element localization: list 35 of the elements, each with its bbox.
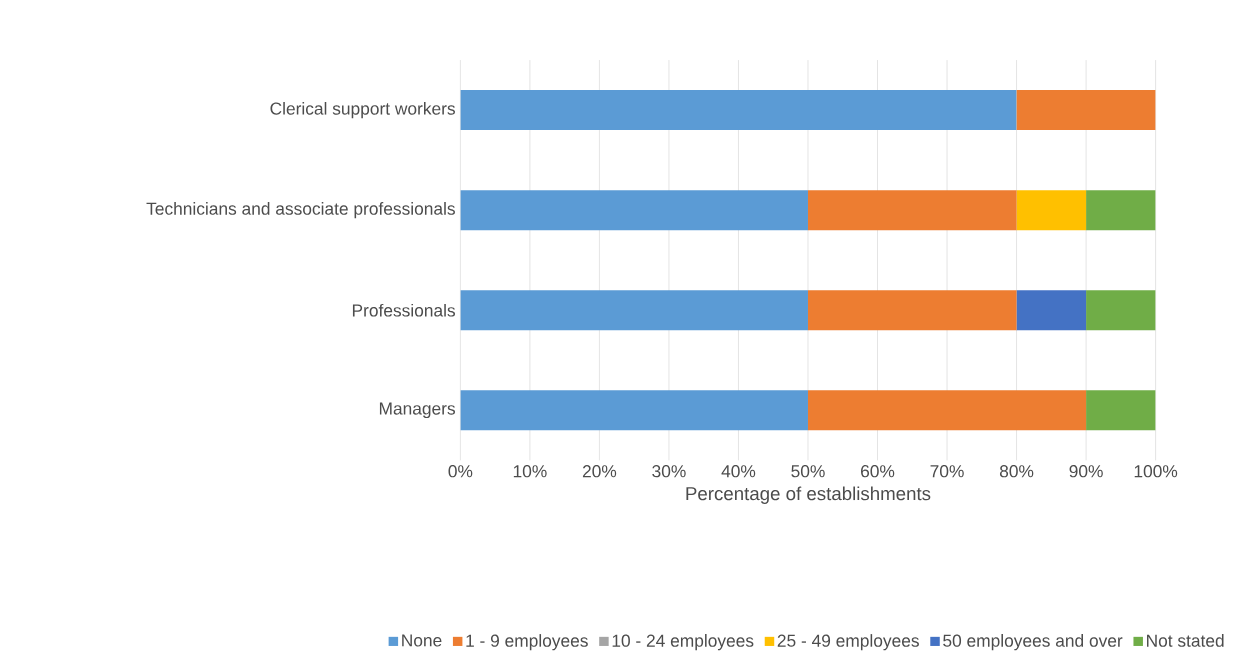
y-tick-label: Clerical support workers [270,102,455,119]
bar [1086,190,1156,231]
bar [807,190,1017,231]
x-tick-label: 10% [513,465,547,478]
legend-label: 1 - 9 employees [466,634,588,651]
x-tick-label: 20% [582,465,617,478]
bar [1086,290,1156,331]
legend-label: 50 employees and over [943,634,1123,651]
x-tick-label: 30% [652,465,686,478]
legend-label: None [402,634,442,647]
y-tick-label: Technicians and associate professionals [146,202,455,219]
legend-label: 25 - 49 employees [777,634,919,651]
bar [1016,90,1156,131]
bar [1016,290,1087,331]
bar [1086,390,1156,431]
legend-label: 10 - 24 employees [612,634,754,651]
x-tick-label: 50% [791,465,825,478]
bar [1016,190,1087,231]
bar [460,390,808,431]
x-tick-label: 90% [1069,465,1103,478]
x-tick-label: 60% [861,465,895,478]
x-tick-label: 40% [721,465,756,478]
bar [460,290,808,331]
bar [807,390,1087,431]
bar [460,90,1017,131]
x-tick-label: 70% [930,465,964,478]
legend-label: Not stated [1147,634,1224,647]
bar [807,290,1017,331]
x-tick-label: 0% [448,465,473,478]
y-tick-label: Professionals [352,303,456,317]
x-axis-title: Percentage of establishments [686,486,931,504]
y-tick-label: Managers [379,402,456,419]
bar [460,190,808,231]
x-tick-label: 80% [999,465,1034,478]
x-tick-label: 100% [1134,465,1178,478]
